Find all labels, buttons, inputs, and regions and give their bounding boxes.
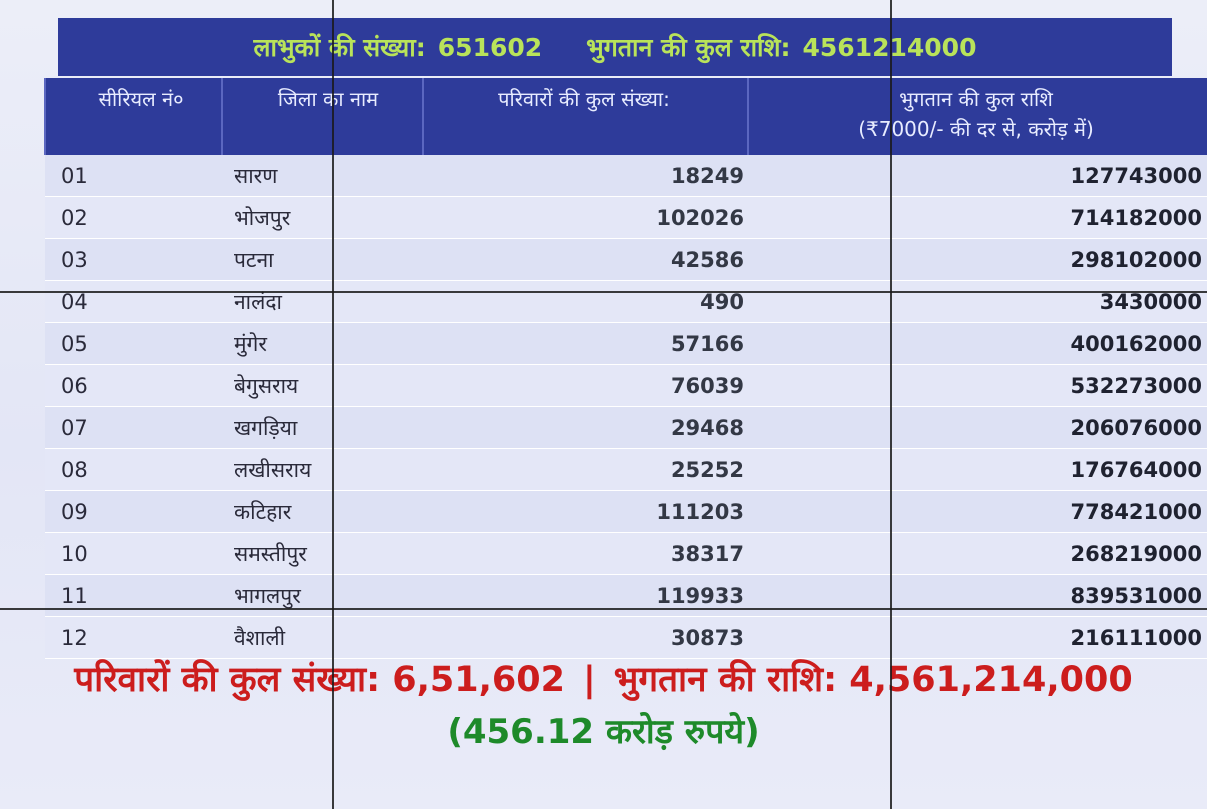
summary-separator: | [582, 660, 596, 700]
district-payment-table: सीरियल नं० जिला का नाम परिवारों की कुल स… [44, 78, 1207, 659]
amount-cell: 839531000 [748, 574, 1207, 617]
table-row: 10 समस्तीपुर 38317 268219000 [45, 532, 1207, 575]
serial-cell: 03 [45, 238, 222, 281]
serial-cell: 12 [45, 616, 222, 659]
beneficiaries-label: लाभुकों की संख्या: [253, 33, 426, 62]
families-cell: 18249 [423, 155, 748, 197]
table-row: 11 भागलपुर 119933 839531000 [45, 574, 1207, 617]
header-serial: सीरियल नं० [44, 78, 222, 155]
total-families-text: परिवारों की कुल संख्या: 6,51,602 [74, 660, 565, 700]
amount-cell: 778421000 [748, 490, 1207, 533]
table-row: 08 लखीसराय 25252 176764000 [45, 448, 1207, 491]
summary-total-line: परिवारों की कुल संख्या: 6,51,602 | भुगतान … [0, 655, 1207, 702]
header-amount-line1: भुगतान की कुल राशि [899, 87, 1053, 111]
district-cell: भोजपुर [222, 196, 423, 239]
district-cell: खगड़िया [222, 406, 423, 449]
table-row: 12 वैशाली 30873 216111000 [45, 616, 1207, 659]
serial-cell: 08 [45, 448, 222, 491]
amount-cell: 216111000 [748, 616, 1207, 659]
district-cell: वैशाली [222, 616, 423, 659]
table-row: 02 भोजपुर 102026 714182000 [45, 196, 1207, 239]
district-cell: नालंदा [222, 280, 423, 323]
beneficiaries-value: 651602 [437, 32, 543, 62]
families-cell: 29468 [423, 406, 748, 449]
serial-cell: 06 [45, 364, 222, 407]
serial-cell: 01 [45, 155, 222, 197]
amount-cell: 400162000 [748, 322, 1207, 365]
crore-amount-text: (456.12 करोड़ रुपये) [447, 712, 760, 752]
district-cell: बेगुसराय [222, 364, 423, 407]
payment-label: भुगतान की कुल राशि: [586, 33, 791, 62]
families-cell: 25252 [423, 448, 748, 491]
district-cell: मुंगेर [222, 322, 423, 365]
serial-cell: 04 [45, 280, 222, 323]
amount-cell: 714182000 [748, 196, 1207, 239]
table-body: 01 सारण 18249 127743000 02 भोजपुर 102026 71418… [45, 155, 1207, 659]
amount-cell: 176764000 [748, 448, 1207, 491]
district-cell: भागलपुर [222, 574, 423, 617]
table-row: 01 सारण 18249 127743000 [45, 155, 1207, 197]
header-families: परिवारों की कुल संख्या: [422, 78, 748, 155]
table-row: 06 बेगुसराय 76039 532273000 [45, 364, 1207, 407]
families-cell: 38317 [423, 532, 748, 575]
serial-cell: 07 [45, 406, 222, 449]
families-cell: 76039 [423, 364, 748, 407]
families-cell: 102026 [423, 196, 748, 239]
families-cell: 490 [423, 280, 748, 323]
table-header-row: सीरियल नं० जिला का नाम परिवारों की कुल स… [44, 78, 1207, 155]
families-cell: 119933 [423, 574, 748, 617]
amount-cell: 532273000 [748, 364, 1207, 407]
amount-cell: 206076000 [748, 406, 1207, 449]
families-cell: 57166 [423, 322, 748, 365]
table-row: 04 नालंदा 490 3430000 [45, 280, 1207, 323]
amount-cell: 127743000 [748, 155, 1207, 197]
district-cell: कटिहार [222, 490, 423, 533]
amount-cell: 268219000 [748, 532, 1207, 575]
families-cell: 30873 [423, 616, 748, 659]
amount-cell: 298102000 [748, 238, 1207, 281]
frame-line-vertical-2 [890, 0, 892, 809]
families-cell: 42586 [423, 238, 748, 281]
serial-cell: 09 [45, 490, 222, 533]
families-cell: 111203 [423, 490, 748, 533]
district-cell: लखीसराय [222, 448, 423, 491]
table-row: 09 कटिहार 111203 778421000 [45, 490, 1207, 533]
district-cell: समस्तीपुर [222, 532, 423, 575]
payment-value: 4561214000 [803, 33, 977, 62]
header-amount: भुगतान की कुल राशि (₹7000/- की दर से, कर… [747, 78, 1207, 155]
amount-cell: 3430000 [748, 280, 1207, 323]
frame-line-horizontal-1 [0, 291, 1207, 293]
serial-cell: 11 [45, 574, 222, 617]
serial-cell: 05 [45, 322, 222, 365]
total-payment-text: भुगतान की राशि: 4,561,214,000 [613, 660, 1133, 700]
serial-cell: 02 [45, 196, 222, 239]
header-district: जिला का नाम [221, 78, 423, 155]
serial-cell: 10 [45, 532, 222, 575]
district-cell: सारण [222, 155, 423, 197]
table-row: 03 पटना 42586 298102000 [45, 238, 1207, 281]
district-cell: पटना [222, 238, 423, 281]
frame-line-horizontal-2 [0, 608, 1207, 610]
table-row: 05 मुंगेर 57166 400162000 [45, 322, 1207, 365]
summary-banner: लाभुकों की संख्या: 651602 भुगतान की कुल … [58, 18, 1172, 76]
frame-line-vertical-1 [332, 0, 334, 809]
table-row: 07 खगड़िया 29468 206076000 [45, 406, 1207, 449]
header-amount-line2: (₹7000/- की दर से, करोड़ में) [858, 117, 1094, 141]
